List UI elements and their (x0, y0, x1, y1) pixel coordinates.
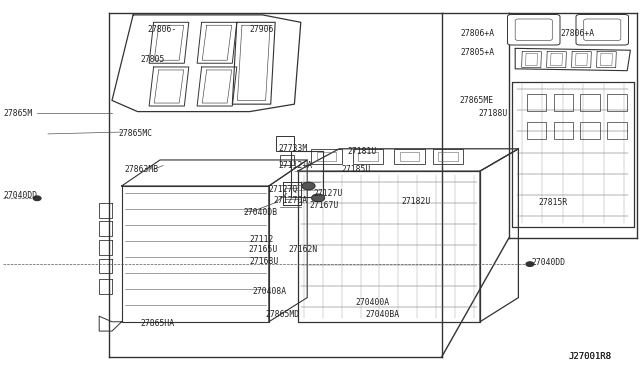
Text: 27040DD: 27040DD (531, 258, 565, 267)
Text: 27806+A: 27806+A (461, 29, 495, 38)
Bar (433, 149, 463, 164)
Text: J27001R8: J27001R8 (568, 352, 611, 361)
Text: 27806+A: 27806+A (560, 29, 594, 38)
Text: 27805: 27805 (141, 55, 165, 64)
Text: 27162N: 27162N (288, 246, 317, 254)
Text: 27806-: 27806- (147, 25, 177, 34)
Text: 270408A: 270408A (253, 287, 287, 296)
Bar (285, 188, 298, 199)
Bar (353, 149, 383, 164)
Text: 27168U: 27168U (250, 257, 279, 266)
Bar (400, 151, 419, 161)
Text: 27040DB: 27040DB (243, 208, 277, 217)
Text: 27188U: 27188U (479, 109, 508, 118)
Text: 27185U: 27185U (341, 165, 371, 174)
Text: 27182U: 27182U (401, 197, 431, 206)
Text: 27127U: 27127U (314, 189, 343, 198)
Text: 271270A: 271270A (274, 196, 308, 205)
Text: 27865M: 27865M (3, 109, 33, 118)
Text: 27112+A: 27112+A (278, 161, 312, 170)
Bar (358, 151, 378, 161)
Bar (317, 151, 336, 161)
Bar (554, 94, 573, 111)
FancyBboxPatch shape (576, 15, 628, 45)
FancyBboxPatch shape (515, 19, 552, 41)
Text: 27863MB: 27863MB (125, 165, 159, 174)
Circle shape (302, 182, 315, 190)
Text: 27805+A: 27805+A (461, 48, 495, 57)
Bar (527, 94, 546, 111)
Text: 27865HA: 27865HA (141, 319, 175, 328)
Bar (276, 136, 294, 151)
Bar (554, 122, 573, 138)
Text: 27040DD: 27040DD (3, 191, 37, 200)
Text: 27733M: 27733M (278, 144, 308, 153)
Text: 27865MD: 27865MD (266, 310, 300, 319)
Text: 270400A: 270400A (355, 298, 389, 307)
Bar (607, 122, 627, 138)
Text: 27815R: 27815R (539, 198, 568, 207)
Text: 27865MC: 27865MC (118, 129, 152, 138)
Circle shape (526, 262, 534, 266)
Text: 27167U: 27167U (309, 201, 339, 210)
Circle shape (312, 194, 324, 202)
Text: J27001R8: J27001R8 (568, 352, 611, 361)
FancyBboxPatch shape (508, 15, 560, 45)
Text: 27040BA: 27040BA (365, 310, 399, 319)
Bar (280, 155, 294, 164)
Text: 27865ME: 27865ME (460, 96, 493, 105)
Bar (527, 122, 546, 138)
Circle shape (33, 196, 41, 201)
Bar (580, 122, 600, 138)
Bar (580, 94, 600, 111)
Text: 27127Q: 27127Q (269, 185, 298, 194)
Text: 27906: 27906 (250, 25, 274, 34)
Bar (394, 149, 425, 164)
Bar (438, 151, 458, 161)
Text: 27181U: 27181U (348, 147, 377, 156)
Bar (311, 149, 342, 164)
Bar (607, 94, 627, 111)
FancyBboxPatch shape (584, 19, 621, 41)
Text: 27112: 27112 (250, 235, 274, 244)
Text: 27165U: 27165U (248, 246, 278, 254)
